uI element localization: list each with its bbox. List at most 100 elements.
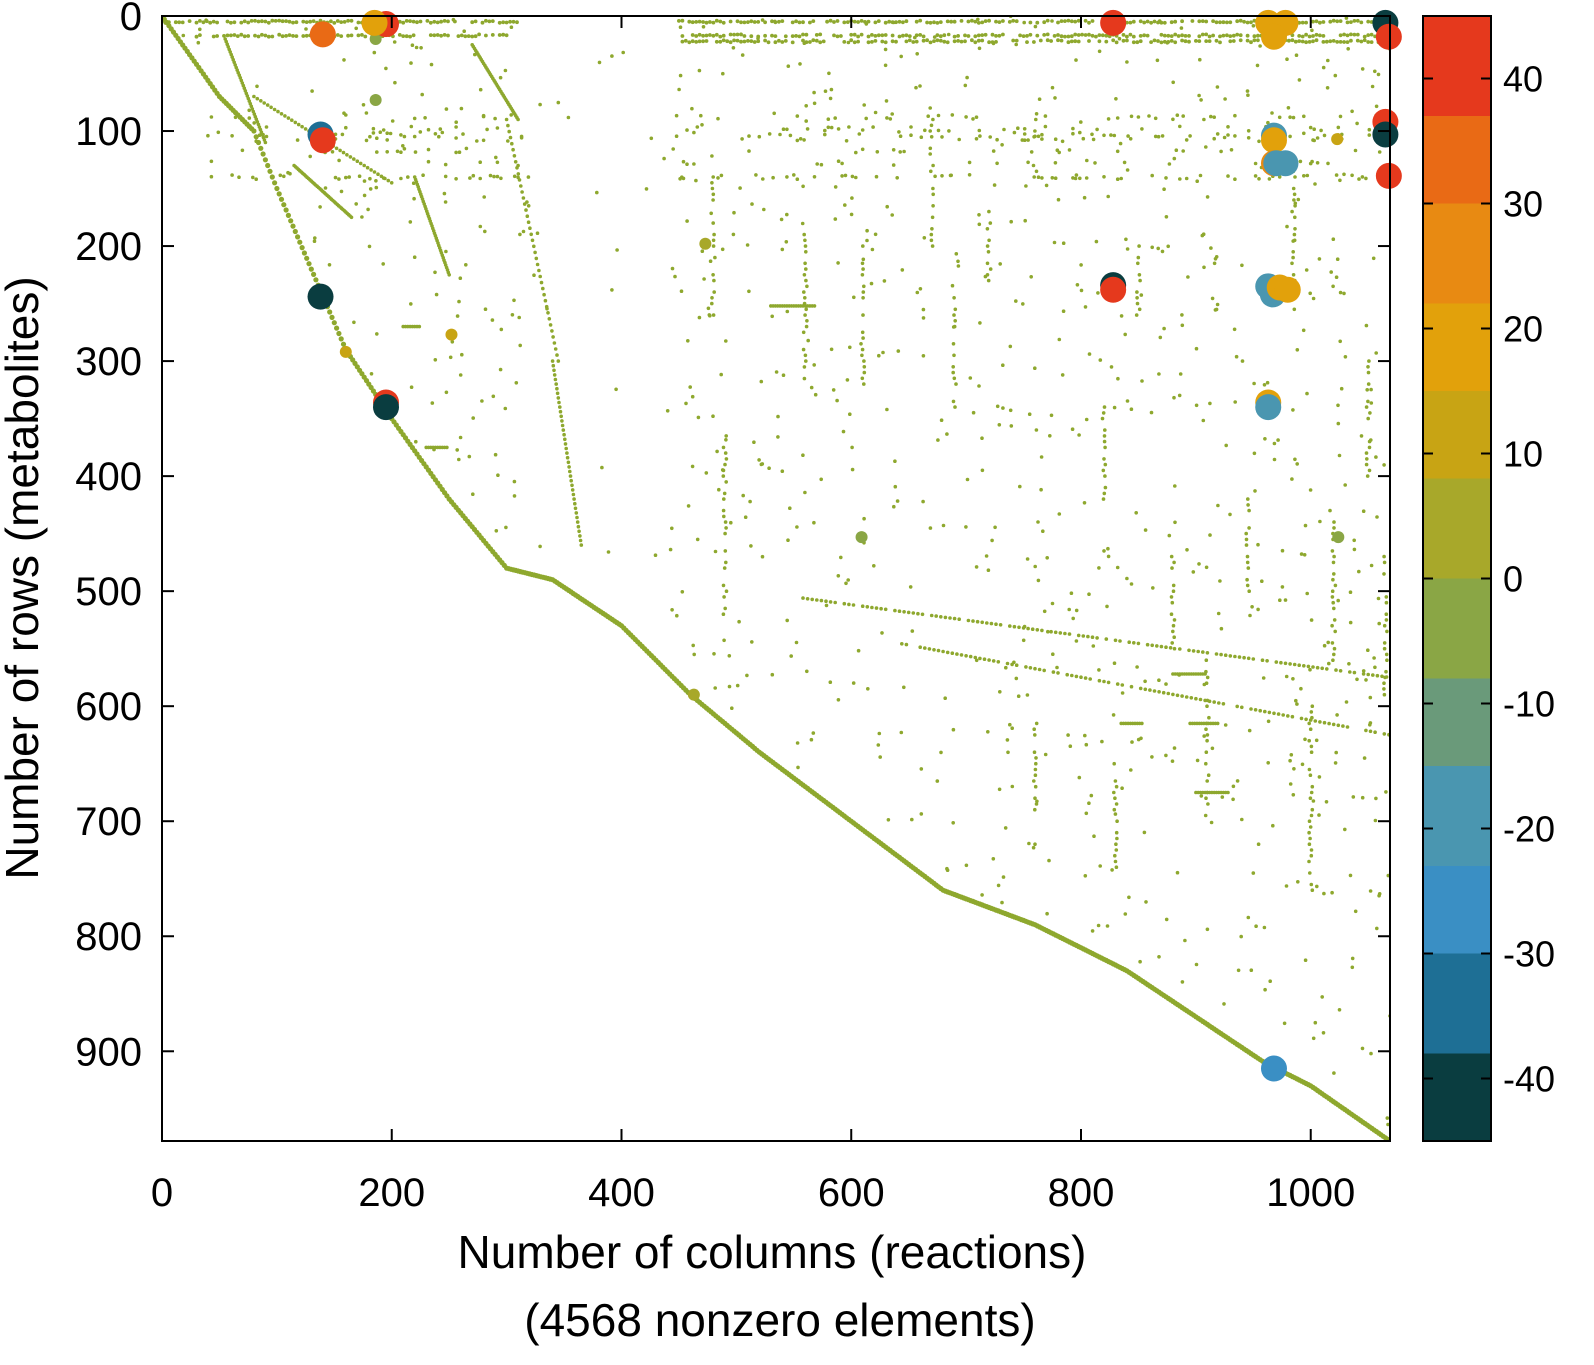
nonzero-dot (304, 33, 309, 38)
nonzero-dot (1034, 428, 1039, 432)
nonzero-dot (1365, 457, 1369, 461)
nonzero-dot (921, 354, 926, 358)
nonzero-dot (272, 180, 278, 186)
nonzero-dot (1366, 365, 1370, 369)
nonzero-dot (774, 370, 779, 374)
nonzero-dot (1361, 509, 1366, 513)
nonzero-dot (515, 166, 519, 170)
nonzero-dot (1174, 148, 1179, 152)
nonzero-dot (987, 209, 991, 214)
nonzero-dot (848, 345, 852, 350)
nonzero-dot (461, 132, 465, 136)
nonzero-dot (966, 34, 971, 38)
nonzero-dot (1097, 668, 1101, 672)
nonzero-dot (252, 121, 256, 125)
nonzero-dot (1262, 383, 1267, 387)
nonzero-dot (1321, 65, 1326, 70)
nonzero-dot (368, 134, 372, 139)
nonzero-dot (964, 654, 968, 658)
nonzero-dot (467, 454, 472, 459)
nonzero-dot (575, 520, 580, 524)
nonzero-dot (704, 33, 709, 38)
nonzero-dot (418, 19, 423, 24)
nonzero-dot (381, 262, 386, 266)
nonzero-dot (959, 39, 964, 44)
value-marker-small (1332, 531, 1345, 544)
nonzero-dot (997, 20, 1002, 24)
nonzero-dot (980, 893, 984, 897)
nonzero-dot (1385, 658, 1389, 662)
nonzero-dot (1014, 19, 1019, 24)
nonzero-dot (1318, 33, 1322, 38)
nonzero-dot (1008, 344, 1013, 349)
nonzero-dot (1301, 328, 1306, 333)
nonzero-dot (308, 154, 313, 159)
nonzero-dot (349, 33, 354, 38)
nonzero-dot (955, 652, 959, 656)
nonzero-dot (856, 20, 860, 24)
nonzero-dot (985, 227, 990, 231)
nonzero-dot (1056, 38, 1060, 43)
nonzero-dot (1291, 239, 1295, 243)
nonzero-dot (292, 228, 298, 235)
nonzero-dot (1197, 19, 1202, 24)
nonzero-dot (439, 33, 443, 38)
nonzero-dot (1384, 612, 1389, 616)
nonzero-dot (756, 20, 761, 24)
nonzero-dot (1185, 548, 1189, 552)
nonzero-dot (988, 267, 993, 271)
colorbar-segment (1423, 891, 1491, 905)
nonzero-dot (454, 150, 458, 155)
nonzero-dot (1260, 658, 1265, 662)
nonzero-dot (263, 19, 268, 24)
nonzero-dot (901, 20, 905, 25)
nonzero-dot (1074, 639, 1079, 643)
nonzero-dot (804, 267, 808, 271)
nonzero-dot (346, 33, 350, 38)
nonzero-dot (1325, 86, 1330, 90)
nonzero-dot (1183, 39, 1188, 44)
nonzero-dot (928, 20, 933, 25)
nonzero-dot (1279, 660, 1283, 665)
nonzero-dot (1380, 674, 1384, 679)
nonzero-dot (1253, 174, 1258, 178)
nonzero-dot (850, 196, 854, 200)
nonzero-dot (780, 19, 785, 23)
nonzero-dot (514, 381, 519, 385)
nonzero-dot (1314, 738, 1319, 743)
nonzero-dot (1384, 595, 1389, 599)
nonzero-dot (699, 113, 703, 118)
nonzero-dot (498, 75, 503, 80)
nonzero-dot (761, 177, 765, 181)
nonzero-dot (864, 22, 869, 26)
nonzero-dot (1100, 739, 1104, 744)
nonzero-dot (390, 119, 395, 123)
nonzero-dot (386, 178, 391, 183)
nonzero-dot (240, 148, 245, 153)
nonzero-dot (1366, 19, 1371, 24)
nonzero-dot (738, 186, 742, 190)
nonzero-dot (1369, 563, 1374, 568)
nonzero-dot (408, 220, 413, 224)
nonzero-dot (304, 27, 308, 31)
nonzero-dot (966, 618, 971, 623)
nonzero-dot (1291, 677, 1295, 681)
nonzero-dot (1332, 526, 1336, 530)
nonzero-dot (1307, 859, 1311, 864)
nonzero-dot (1183, 938, 1187, 943)
nonzero-dot (930, 244, 935, 248)
nonzero-dot (1087, 39, 1091, 43)
nonzero-dot (1351, 795, 1356, 799)
nonzero-dot (1137, 244, 1141, 248)
nonzero-dot (1179, 26, 1184, 30)
nonzero-dot (255, 84, 259, 89)
colorbar-segment (1423, 653, 1491, 667)
nonzero-dot (278, 173, 283, 178)
nonzero-dot (260, 19, 264, 24)
nonzero-dot (1307, 738, 1311, 743)
nonzero-dot (542, 292, 546, 297)
nonzero-dot (1307, 767, 1312, 772)
nonzero-dot (260, 151, 266, 157)
nonzero-dot (814, 33, 819, 37)
nonzero-dot (470, 34, 475, 39)
